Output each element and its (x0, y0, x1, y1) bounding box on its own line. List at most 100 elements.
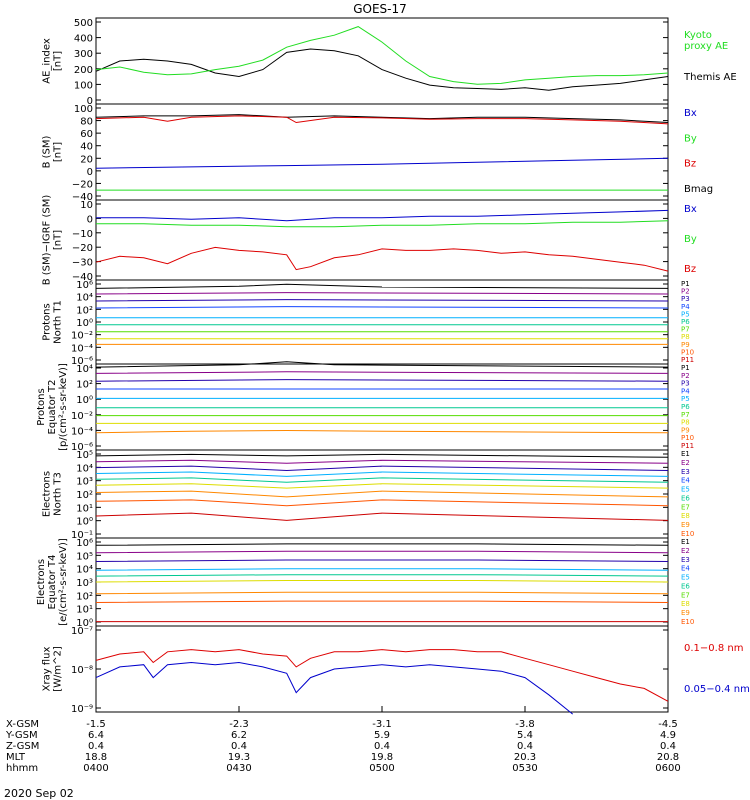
orbit-value: 4.9 (660, 730, 676, 741)
channel-label: E10 (681, 530, 694, 538)
series-line (95, 499, 669, 507)
channel-label: P3 (681, 295, 690, 303)
channel-label: P5 (681, 310, 690, 318)
legend-item: By (684, 234, 697, 245)
y-tick-label: 10³ (76, 578, 93, 589)
channel-label: P4 (681, 303, 690, 311)
orbit-row-label: MLT (6, 752, 26, 763)
orbit-row-label: X-GSM (6, 719, 39, 730)
series-line (95, 48, 669, 91)
series-line (95, 649, 669, 702)
y-tick-label: 10² (76, 490, 93, 501)
orbit-value: 0.4 (517, 741, 533, 752)
y-axis-label: Protons (42, 303, 53, 340)
legend-item: proxy AE (684, 41, 728, 52)
y-axis-label: AE_index (42, 38, 53, 84)
y-tick-label: 40 (80, 142, 93, 153)
channel-label: P5 (681, 395, 690, 403)
legend-item: Bx (684, 204, 697, 215)
orbit-value: -3.8 (515, 719, 535, 730)
series-line (95, 115, 669, 125)
channel-label: P10 (681, 348, 694, 356)
y-tick-label: 10⁻² (71, 331, 93, 342)
series-line (95, 299, 669, 302)
y-tick-label: 10⁵ (76, 551, 93, 562)
y-tick-label: 10⁴ (76, 293, 93, 304)
channel-label: E1 (681, 450, 690, 458)
y-tick-label: 10 (80, 200, 93, 211)
series-line (95, 559, 669, 562)
orbit-value: 20.3 (514, 752, 536, 763)
channel-label: E4 (681, 477, 690, 485)
y-tick-label: 0 (87, 96, 93, 107)
y-tick-label: 10⁴ (76, 565, 93, 576)
y-tick-label: 10² (76, 380, 93, 391)
series-line (95, 574, 669, 577)
series-line (95, 591, 669, 595)
channel-label: E6 (681, 582, 690, 590)
orbit-table: X-GSM -1.5 -2.3 -3.1 -3.8 -4.5 Y-GSM 6.4 6.2 5.9 5… (5, 719, 681, 774)
channel-label: E5 (681, 574, 690, 582)
orbit-value: 6.4 (88, 730, 104, 741)
series-line (95, 661, 574, 715)
legend-item: Kyoto (684, 30, 712, 41)
orbit-value: 6.2 (231, 730, 247, 741)
channel-label: P1 (681, 280, 690, 288)
panel-frame (95, 625, 669, 713)
series-line (95, 543, 669, 546)
channel-label: P2 (681, 288, 690, 296)
channel-label: E7 (681, 503, 690, 511)
y-tick-label: 10⁴ (76, 364, 93, 375)
y-tick-label: 10⁴ (76, 463, 93, 474)
series-line (95, 114, 669, 123)
y-tick-label: 20 (80, 154, 93, 165)
panel-8: 10⁻⁷ 10⁻⁸ 10⁻⁹ Xray flux [W/m^2] 0.1−0.8 nm 0.… (42, 625, 750, 715)
orbit-value: 18.8 (85, 752, 107, 763)
y-tick-label: 200 (74, 65, 93, 76)
date-label: 2020 Sep 02 (4, 787, 74, 800)
series-line (95, 292, 669, 295)
panel-frame (95, 199, 669, 281)
y-tick-label: 10⁰ (76, 517, 93, 528)
channel-label: E3 (681, 556, 690, 564)
orbit-value: 0530 (512, 763, 537, 774)
series-line (96, 209, 669, 222)
channel-label: P9 (681, 426, 690, 434)
legend-item: 0.1−0.8 nm (684, 643, 743, 654)
y-tick-label: 100 (74, 104, 93, 115)
channel-label: E2 (681, 459, 690, 467)
channel-label: E2 (681, 547, 690, 555)
y-tick-label: −20 (72, 243, 93, 254)
channel-label: E8 (681, 512, 690, 520)
panel-6: 10⁵ 10⁴ 10³ 10² 10¹ 10⁰ 10⁻¹ Electrons North T3 E… (42, 449, 694, 541)
y-tick-label: 10⁻⁶ (71, 442, 93, 453)
channel-label: E3 (681, 468, 690, 476)
y-tick-label: 10⁻⁹ (71, 704, 93, 715)
y-tick-label: 10⁰ (76, 318, 93, 329)
y-tick-label: 100 (74, 80, 93, 91)
orbit-value: -1.5 (86, 719, 106, 730)
y-tick-label: 500 (74, 18, 93, 29)
series-line (95, 550, 669, 554)
series-line (95, 512, 669, 521)
y-axis-label: [nT] (53, 230, 64, 250)
legend-item: 0.05−0.4 nm (684, 684, 750, 695)
channel-label: E7 (681, 591, 690, 599)
y-tick-label: 10⁻¹ (71, 530, 93, 541)
channel-label: E10 (681, 618, 694, 626)
y-tick-label: 10⁻⁸ (71, 665, 93, 676)
y-tick-label: 10⁻⁷ (71, 626, 93, 637)
y-tick-label: 400 (74, 34, 93, 45)
y-axis-label: North T1 (53, 300, 64, 344)
y-axis-label: [p/(cm²-s-sr-keV)] (58, 363, 69, 451)
orbit-value: 0.4 (88, 741, 104, 752)
legend-item: Themis AE (683, 72, 737, 83)
y-tick-label: 0 (87, 167, 93, 178)
channel-label: P10 (681, 434, 694, 442)
legend-item: By (684, 133, 697, 144)
series-line (95, 490, 669, 498)
channel-label: P4 (681, 387, 690, 395)
channel-label: P11 (681, 442, 694, 450)
